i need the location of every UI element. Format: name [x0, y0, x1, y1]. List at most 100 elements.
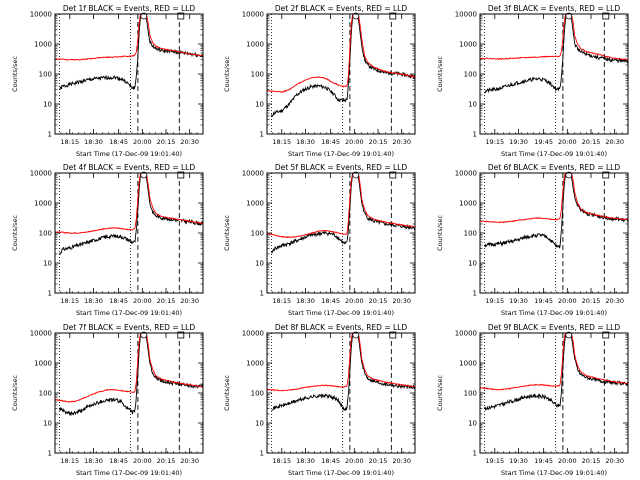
x-tick-label: 20:30: [180, 297, 199, 305]
y-axis-label: Counts/sec: [436, 56, 444, 92]
lld-series-line: [480, 333, 628, 391]
y-tick-label: 1000: [459, 41, 477, 49]
events-series-line: [58, 333, 203, 417]
square-marker: [389, 331, 397, 339]
y-tick-label: 10000: [242, 170, 264, 178]
y-axis-label: Counts/sec: [223, 215, 231, 251]
x-tick-label: 19:15: [485, 297, 504, 305]
events-series-line: [270, 173, 415, 254]
lld-series-line: [267, 173, 415, 239]
lld-series-line: [55, 333, 203, 403]
events-series-line: [271, 333, 415, 412]
y-tick-label: 10000: [455, 170, 477, 178]
y-tick-label: 10000: [30, 11, 52, 19]
lld-series-line: [55, 14, 203, 61]
y-tick-label: 100: [464, 390, 477, 398]
chart-panel-6: Det 6f BLACK = Events, RED = LLD Counts/s…: [436, 163, 629, 317]
y-axis-label: Counts/sec: [11, 375, 19, 411]
chart-panel-7: Det 7f BLACK = Events, RED = LLD Counts/s…: [11, 323, 204, 477]
x-tick-label: 18:30: [296, 297, 315, 305]
lld-series-line: [267, 333, 415, 392]
events-series-line: [59, 173, 203, 256]
x-tick-label: 18:30: [84, 457, 103, 465]
square-marker: [177, 331, 185, 339]
plot-frame: [266, 13, 416, 135]
x-tick-label: 19:15: [485, 138, 504, 146]
x-tick-label: 18:30: [296, 457, 315, 465]
chart-title: Det 3f BLACK = Events, RED = LLD: [488, 4, 621, 13]
y-tick-label: 1: [260, 131, 264, 139]
chart-title: Det 5f BLACK = Events, RED = LLD: [275, 163, 408, 172]
x-tick-label: 20:15: [582, 138, 601, 146]
x-tick-label: 19:45: [534, 457, 553, 465]
y-tick-label: 10: [468, 101, 477, 109]
y-tick-label: 1000: [34, 41, 52, 49]
x-tick-label: 20:15: [157, 457, 176, 465]
x-tick-label: 20:30: [392, 297, 411, 305]
plot-frame: [479, 13, 629, 135]
data-layer: [480, 333, 628, 453]
events-series-line: [483, 333, 628, 412]
plot-frame: [54, 332, 204, 454]
x-tick-label: 18:45: [109, 297, 128, 305]
x-tick-label: 18:45: [321, 138, 340, 146]
square-marker: [602, 171, 610, 179]
y-tick-label: 10000: [242, 11, 264, 19]
y-axis-label: Counts/sec: [436, 215, 444, 251]
x-tick-label: 18:45: [109, 138, 128, 146]
x-tick-label: 20:30: [392, 457, 411, 465]
y-tick-label: 1: [260, 450, 264, 458]
data-layer: [267, 14, 415, 134]
square-marker: [602, 12, 610, 20]
y-tick-label: 1: [48, 450, 52, 458]
y-tick-label: 100: [39, 71, 52, 79]
y-tick-label: 10: [43, 101, 52, 109]
x-tick-label: 20:15: [157, 138, 176, 146]
y-tick-label: 100: [464, 71, 477, 79]
y-tick-label: 10: [43, 260, 52, 268]
lld-series-line: [480, 173, 628, 224]
events-series-line: [484, 173, 628, 249]
x-axis-label: Start Time (17-Dec-09 19:01:40): [501, 469, 607, 477]
chart-panel-3: Det 3f BLACK = Events, RED = LLD Counts/s…: [436, 4, 629, 158]
x-tick-label: 20:30: [605, 457, 624, 465]
x-tick-label: 19:45: [534, 138, 553, 146]
y-tick-label: 1: [48, 290, 52, 298]
y-tick-label: 1: [473, 290, 477, 298]
x-tick-label: 18:30: [84, 297, 103, 305]
plot-frame: [479, 172, 629, 294]
y-tick-label: 10: [255, 101, 264, 109]
x-axis-label: Start Time (17-Dec-09 19:01:40): [501, 309, 607, 317]
x-tick-label: 18:30: [296, 138, 315, 146]
square-marker: [389, 171, 397, 179]
square-marker: [602, 331, 610, 339]
y-tick-label: 10: [468, 420, 477, 428]
chart-panel-8: Det 8f BLACK = Events, RED = LLD Counts/s…: [223, 323, 416, 477]
y-tick-label: 1: [260, 290, 264, 298]
chart-panel-2: Det 2f BLACK = Events, RED = LLD Counts/s…: [223, 4, 416, 158]
y-tick-label: 100: [39, 390, 52, 398]
y-tick-label: 10000: [455, 330, 477, 338]
y-tick-label: 1000: [246, 360, 264, 368]
y-tick-label: 10000: [30, 330, 52, 338]
y-tick-label: 1000: [459, 360, 477, 368]
chart-title: Det 1f BLACK = Events, RED = LLD: [63, 4, 196, 13]
chart-panel-4: Det 4f BLACK = Events, RED = LLD Counts/s…: [11, 163, 204, 317]
x-tick-label: 20:00: [345, 138, 364, 146]
chart-title: Det 6f BLACK = Events, RED = LLD: [488, 163, 621, 172]
x-tick-label: 19:30: [509, 138, 528, 146]
y-axis-label: Counts/sec: [223, 375, 231, 411]
events-series-line: [484, 14, 628, 94]
chart-panel-5: Det 5f BLACK = Events, RED = LLD Counts/s…: [223, 163, 416, 317]
x-tick-label: 20:30: [180, 138, 199, 146]
x-tick-label: 20:15: [582, 457, 601, 465]
x-tick-label: 18:45: [321, 297, 340, 305]
data-layer: [267, 333, 415, 453]
x-tick-label: 20:30: [180, 457, 199, 465]
x-axis-label: Start Time (17-Dec-09 19:01:40): [288, 150, 394, 158]
square-marker: [389, 12, 397, 20]
plot-frame: [266, 332, 416, 454]
x-tick-label: 20:00: [558, 457, 577, 465]
x-tick-label: 20:15: [369, 297, 388, 305]
